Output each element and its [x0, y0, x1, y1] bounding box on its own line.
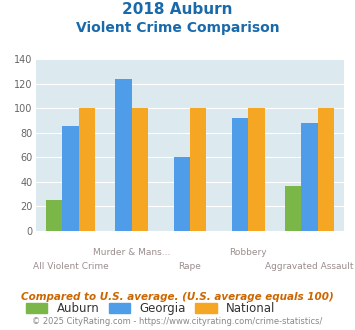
- Text: © 2025 CityRating.com - https://www.cityrating.com/crime-statistics/: © 2025 CityRating.com - https://www.city…: [32, 317, 323, 326]
- Bar: [285, 186, 301, 231]
- Bar: [232, 118, 248, 231]
- Bar: [115, 79, 132, 231]
- Bar: [62, 126, 78, 231]
- Legend: Auburn, Georgia, National: Auburn, Georgia, National: [26, 302, 275, 315]
- Text: Murder & Mans...: Murder & Mans...: [93, 248, 170, 257]
- Text: 2018 Auburn: 2018 Auburn: [122, 2, 233, 16]
- Bar: [317, 109, 334, 231]
- Bar: [190, 109, 206, 231]
- Text: Robbery: Robbery: [229, 248, 267, 257]
- Text: Violent Crime Comparison: Violent Crime Comparison: [76, 21, 279, 35]
- Bar: [78, 109, 95, 231]
- Bar: [248, 109, 264, 231]
- Text: All Violent Crime: All Violent Crime: [33, 262, 108, 271]
- Text: Compared to U.S. average. (U.S. average equals 100): Compared to U.S. average. (U.S. average …: [21, 292, 334, 302]
- Bar: [301, 123, 317, 231]
- Text: Aggravated Assault: Aggravated Assault: [265, 262, 354, 271]
- Bar: [132, 109, 148, 231]
- Text: Rape: Rape: [179, 262, 201, 271]
- Bar: [174, 157, 190, 231]
- Bar: [46, 200, 62, 231]
